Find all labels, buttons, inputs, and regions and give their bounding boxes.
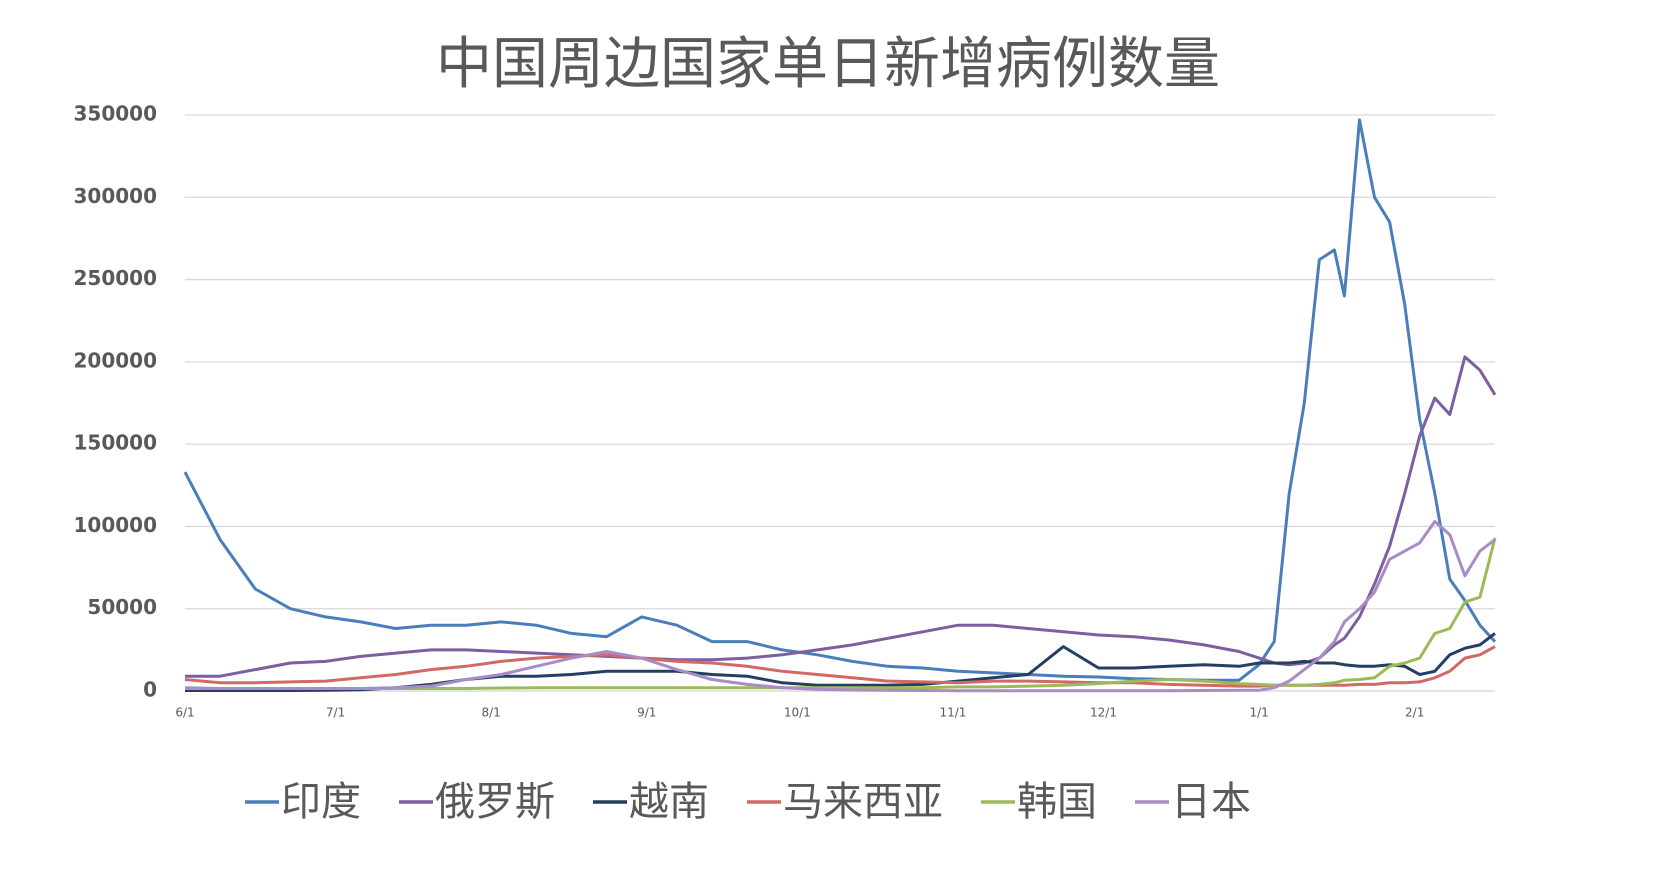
legend: 印度 俄罗斯 越南 马来西亚 韩国 日本: [245, 779, 1251, 825]
y-tick-label: 0: [143, 678, 157, 702]
y-tick-label: 100000: [74, 513, 158, 537]
legend-label: 日本: [1171, 779, 1251, 825]
legend-label: 越南: [629, 779, 709, 825]
series-line: [185, 537, 1497, 690]
chart-title: 中国周边国家单日新增病例数量: [436, 32, 1220, 97]
x-tick-label: 7/1: [326, 706, 345, 720]
y-tick-label: 300000: [74, 184, 158, 208]
x-tick-label: 11/1: [939, 706, 966, 720]
legend-label: 马来西亚: [783, 779, 943, 825]
y-tick-label: 200000: [74, 348, 158, 372]
legend-label: 韩国: [1017, 779, 1097, 825]
x-tick-label: 8/1: [482, 706, 501, 720]
series-line: [183, 118, 1497, 682]
series-line: [185, 632, 1496, 692]
x-tick-label: 2/1: [1405, 706, 1424, 720]
y-tick-label: 250000: [74, 266, 158, 290]
y-tick-label: 50000: [87, 595, 157, 619]
series-line: [184, 520, 1496, 693]
y-tick-label: 150000: [74, 431, 158, 455]
series-line: [184, 645, 1496, 688]
legend-label: 俄罗斯: [435, 779, 555, 825]
x-tick-label: 12/1: [1090, 706, 1117, 720]
x-tick-label: 6/1: [175, 706, 194, 720]
series-line: [185, 355, 1497, 678]
x-tick-label: 1/1: [1249, 706, 1268, 720]
x-tick-label: 10/1: [784, 706, 811, 720]
legend-label: 印度: [281, 779, 361, 825]
y-tick-label: 350000: [74, 102, 158, 126]
x-tick-label: 9/1: [637, 706, 656, 720]
